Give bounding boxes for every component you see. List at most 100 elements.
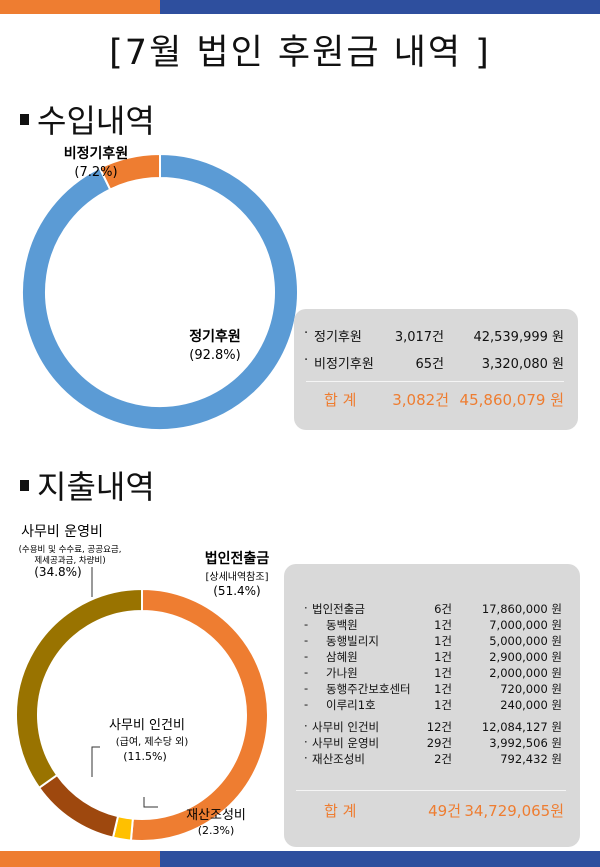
expense-heading-text: 지출내역: [37, 468, 155, 506]
expense-row: · 사무비 운영비 29건 3,992,506 원: [304, 735, 564, 751]
row-bullet: -: [304, 649, 309, 663]
row-bullet: -: [304, 697, 309, 711]
divider: [306, 381, 564, 382]
donut-slice-1: [129, 587, 269, 842]
square-bullet-icon: [20, 113, 29, 125]
row-count: 12건: [426, 720, 452, 734]
donut-slice-3: [37, 773, 120, 839]
row-count: 1건: [434, 650, 452, 664]
row-amount: 12,084,127 원: [481, 720, 562, 734]
row-count: 3,017건: [394, 330, 444, 345]
donut-slice-4: [15, 587, 143, 790]
row-label: 동행주간보호센터: [326, 682, 411, 696]
row-label: 동행빌리지: [326, 634, 379, 648]
expense-row: · 재산조성비 2건 792,432 원: [304, 751, 564, 767]
row-count: 1건: [434, 666, 452, 680]
row-label: 재산조성비: [312, 752, 365, 766]
row-amount: 5,000,000 원: [489, 634, 562, 648]
row-bullet: ·: [304, 326, 309, 341]
row-amount: 792,432 원: [500, 752, 562, 766]
row-amount: 7,000,000 원: [489, 618, 562, 632]
row-count: 1건: [434, 698, 452, 712]
row-bullet: -: [304, 681, 309, 695]
row-count: 1건: [434, 682, 452, 696]
row-amount: 3,320,080 원: [481, 357, 564, 372]
income-label-irregular: 비정기후원: [64, 145, 128, 162]
row-count: 1건: [434, 618, 452, 632]
expense-label-office-ops: 사무비 운영비: [21, 524, 103, 540]
row-amount: 2,000,000 원: [489, 666, 562, 680]
row-bullet: ·: [304, 353, 309, 368]
row-bullet: -: [304, 633, 309, 647]
row-amount: 2,900,000 원: [489, 650, 562, 664]
income-heading-text: 수입내역: [37, 102, 155, 140]
expense-row: - 동행빌리지 1건 5,000,000 원: [304, 633, 564, 649]
donut-slice-2: [98, 152, 161, 191]
income-label-regular: 정기후원: [189, 328, 241, 345]
expense-note-office-labor: (급여, 제수당 외): [116, 736, 189, 748]
expense-row: - 삼혜원 1건 2,900,000 원: [304, 649, 564, 665]
row-bullet: ·: [304, 735, 308, 749]
row-label: 비정기후원: [314, 357, 374, 372]
row-bullet: ·: [304, 719, 308, 733]
square-bullet-icon: [20, 479, 29, 491]
page-title: [7월 법인 후원금 내역 ]: [109, 33, 491, 73]
expense-pct-office-labor: (11.5%): [123, 750, 167, 763]
row-count: 2건: [434, 752, 452, 766]
row-label: 동백원: [326, 618, 358, 632]
row-amount: 3,992,506 원: [489, 736, 562, 750]
row-count: 6건: [434, 602, 452, 616]
row-amount: 42,539,999 원: [473, 330, 564, 345]
expense-summary-panel: · 법인전출금 6건 17,860,000 원 - 동백원 1건 7,000,000 원 - 동행…: [284, 564, 580, 847]
expense-note-corp-transfer: [상세내역참조]: [205, 571, 268, 583]
row-label: 가나원: [326, 666, 358, 680]
row-label: 정기후원: [314, 330, 362, 345]
total-label: 합 계: [324, 802, 357, 820]
row-amount: 17,860,000 원: [481, 602, 562, 616]
leader-line: [91, 746, 100, 777]
expense-row: - 동백원 1건 7,000,000 원: [304, 617, 564, 633]
expense-heading: 지출내역: [20, 462, 155, 508]
divider: [296, 790, 566, 791]
income-pct-regular: (92.8%): [189, 348, 240, 363]
row-label: 사무비 인건비: [312, 720, 380, 734]
row-label: 법인전출금: [312, 602, 365, 616]
expense-row: - 가나원 1건 2,000,000 원: [304, 665, 564, 681]
expense-row: - 이루리1호 1건 240,000 원: [304, 697, 564, 713]
row-bullet: ·: [304, 601, 308, 615]
top-color-bar: [0, 0, 600, 14]
expense-row: · 사무비 인건비 12건 12,084,127 원: [304, 719, 564, 735]
row-count: 29건: [426, 736, 452, 750]
total-label: 합 계: [324, 391, 357, 409]
income-pct-irregular: (7.2%): [74, 165, 117, 180]
income-total-row: 합 계 3,082건 45,860,079 원: [304, 389, 574, 409]
row-amount: 720,000 원: [500, 682, 562, 696]
expense-note-office-ops-2: 제세공과금, 차량비): [34, 555, 105, 566]
expense-row: - 동행주간보호센터 1건 720,000 원: [304, 681, 564, 697]
expense-row: · 법인전출금 6건 17,860,000 원: [304, 601, 564, 617]
income-row: · 정기후원 3,017건 42,539,999 원: [304, 326, 574, 345]
total-count: 49건: [428, 802, 461, 820]
leader-line: [143, 797, 158, 808]
row-bullet: -: [304, 665, 309, 679]
income-summary-panel: · 정기후원 3,017건 42,539,999 원 · 비정기후원 65건 3…: [294, 309, 578, 430]
row-count: 65건: [415, 357, 444, 372]
row-label: 삼혜원: [326, 650, 358, 664]
row-bullet: ·: [304, 751, 308, 765]
expense-pct-asset: (2.3%): [198, 824, 235, 837]
total-amount: 45,860,079 원: [459, 391, 564, 409]
expense-total-row: 합 계 49건 34,729,065원: [294, 800, 576, 820]
row-amount: 240,000 원: [500, 698, 562, 712]
row-label: 이루리1호: [326, 698, 376, 712]
expense-donut-chart: 사무비 운영비 (수용비 및 수수료, 공공요금, 제세공과금, 차량비) (3…: [15, 524, 269, 842]
income-heading: 수입내역: [20, 96, 155, 142]
income-row: · 비정기후원 65건 3,320,080 원: [304, 353, 574, 372]
row-bullet: -: [304, 617, 309, 631]
total-count: 3,082건: [392, 391, 449, 409]
row-label: 사무비 운영비: [312, 736, 380, 750]
expense-label-office-labor: 사무비 인건비: [109, 718, 185, 733]
expense-label-asset: 재산조성비: [186, 808, 246, 823]
total-amount: 34,729,065원: [464, 802, 564, 820]
expense-pct-corp-transfer: (51.4%): [213, 584, 260, 598]
row-count: 1건: [434, 634, 452, 648]
